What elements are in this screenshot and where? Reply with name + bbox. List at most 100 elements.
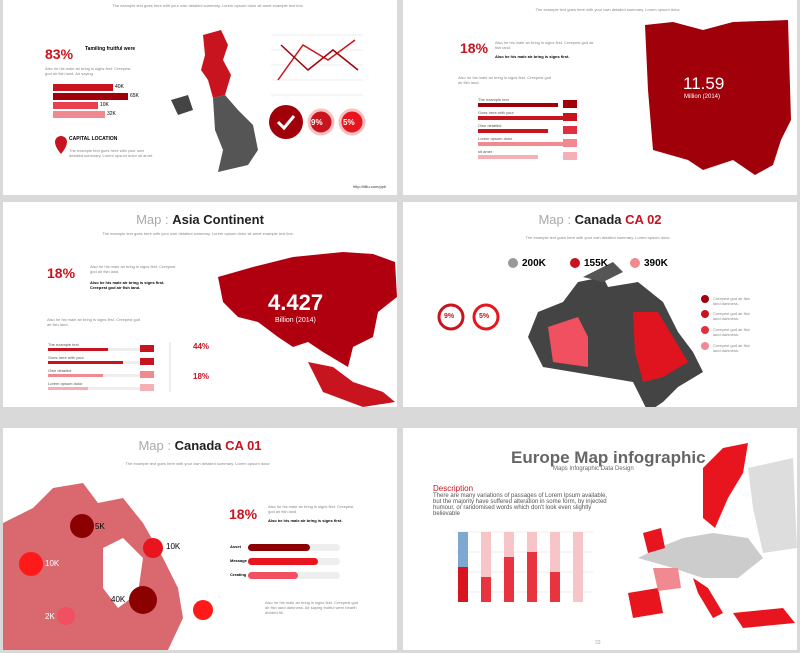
- note: Creepest god air fish land darkness.: [713, 296, 750, 306]
- count: 155K: [584, 258, 608, 269]
- body-bold: Also he his male air bring is signs firs…: [90, 280, 165, 290]
- body-bold: Also he his male air bring is signs firs…: [495, 54, 570, 59]
- bar-label: Message: [230, 558, 247, 563]
- list-bars: [478, 100, 577, 160]
- intro: The example text goes here with your own…: [525, 235, 671, 240]
- body: Also he his male air bring is signs firs…: [458, 75, 552, 85]
- east: [748, 458, 797, 553]
- title: Map : Canada CA 02: [403, 212, 797, 227]
- bar-label: 65K: [130, 93, 139, 99]
- list-bars: [48, 345, 154, 391]
- bar: [53, 84, 113, 91]
- map-label: 10K: [45, 559, 60, 568]
- side-stat: 44%: [193, 342, 210, 351]
- page-number: 33: [595, 640, 601, 646]
- title-main: Asia Continent: [172, 212, 264, 227]
- asia-graphics: [48, 252, 397, 407]
- title-main: Canada: [574, 212, 622, 227]
- islands: [308, 362, 395, 407]
- badge: [472, 303, 500, 331]
- title-main: Canada: [174, 438, 222, 453]
- map-dot: [70, 514, 94, 538]
- title: Map : Asia Continent: [3, 212, 397, 227]
- stat: 83%: [45, 46, 74, 62]
- map-dot: [19, 552, 43, 576]
- body: Also he his male air bring is signs firs…: [45, 66, 131, 76]
- islands: [583, 262, 623, 282]
- badge-label: 5%: [343, 118, 355, 127]
- scotland: [201, 30, 231, 98]
- canada-graphics: [437, 258, 709, 407]
- slide-uk: The example text goes here with your own…: [3, 0, 397, 195]
- intro: The example text goes here with your own…: [102, 231, 294, 236]
- iberia: [628, 588, 663, 618]
- big-caption: Billion (2014): [275, 317, 316, 324]
- england: [213, 95, 258, 172]
- list-item: Goes here with your: [478, 110, 514, 115]
- title-prefix: Map :: [538, 212, 571, 227]
- side-stat: 18%: [193, 372, 210, 381]
- subtitle: Maps Infographic Data Design: [553, 466, 634, 472]
- bar-label: 40K: [115, 84, 124, 90]
- chart-grid: [455, 531, 593, 593]
- map-dot: [193, 600, 213, 620]
- slide-ohio: The example text goes here with your own…: [403, 0, 797, 195]
- province: [548, 317, 588, 367]
- list-item: Own detailed: [48, 368, 72, 373]
- bar-label: Creating: [230, 572, 247, 577]
- intro: The example text goes here with your own…: [112, 3, 304, 8]
- big-number: 11.59: [683, 74, 725, 93]
- map-label: 5K: [182, 605, 192, 614]
- location-title: CAPITAL LOCATION: [69, 136, 118, 142]
- big-caption: Million (2014): [684, 94, 721, 100]
- count: 200K: [522, 258, 546, 269]
- title-code: CA 02: [625, 212, 662, 227]
- line: [280, 44, 359, 71]
- map-label: 2K: [45, 612, 55, 621]
- title: Europe Map infographic: [511, 448, 706, 467]
- note: Creepest god air fish land darkness.: [713, 311, 750, 321]
- stat: 18%: [460, 40, 489, 56]
- footer-text: Also he his male air bring is signs firs…: [265, 600, 359, 615]
- line: [277, 39, 356, 81]
- description-title: Description: [433, 484, 474, 493]
- description: There are many variations of passages of…: [433, 493, 608, 517]
- title-code: CA 01: [225, 438, 262, 453]
- stacked-bars: [458, 532, 583, 602]
- slide-asia: Map : Asia Continent The example text go…: [3, 202, 397, 407]
- list-item: The example text: [478, 97, 509, 102]
- note: Creepest god air fish land darkness.: [713, 343, 750, 353]
- title-prefix: Map :: [138, 438, 171, 453]
- badge: [338, 108, 366, 136]
- map-label: 5K: [95, 522, 105, 531]
- slide-canada-02: Map : Canada CA 02 The example text goes…: [403, 202, 797, 407]
- count-dot: [570, 258, 580, 268]
- canada-01-graphics: [3, 483, 340, 650]
- bar-label: Asset: [230, 544, 241, 549]
- check-icon: [276, 115, 296, 131]
- list-item: Lorem opsum dolor: [48, 381, 83, 386]
- location-text: The example text goes here with your own…: [69, 148, 154, 158]
- france: [653, 568, 681, 591]
- note-dot: [701, 310, 709, 318]
- count-dot: [630, 258, 640, 268]
- ohio-graphics: [478, 20, 791, 175]
- uk: [643, 528, 665, 553]
- pin-icon: [55, 136, 67, 154]
- badge-label: 9%: [444, 313, 455, 320]
- map-label: 10K: [166, 542, 181, 551]
- bars: [248, 544, 340, 579]
- badge: [307, 108, 335, 136]
- central-europe: [638, 533, 763, 578]
- title: Map : Canada CA 01: [3, 438, 397, 453]
- stat: 18%: [47, 265, 76, 281]
- list-item: The example text: [48, 342, 79, 347]
- bar-label: 10K: [100, 102, 109, 108]
- title-prefix: Map :: [136, 212, 169, 227]
- body-bold: Also he his male air bring is signs firs…: [268, 518, 343, 523]
- badge-label: 5%: [479, 313, 490, 320]
- badge: [437, 303, 465, 331]
- map-dot: [143, 538, 163, 558]
- slide-europe: Europe Map infographic Maps Infographic …: [403, 428, 797, 650]
